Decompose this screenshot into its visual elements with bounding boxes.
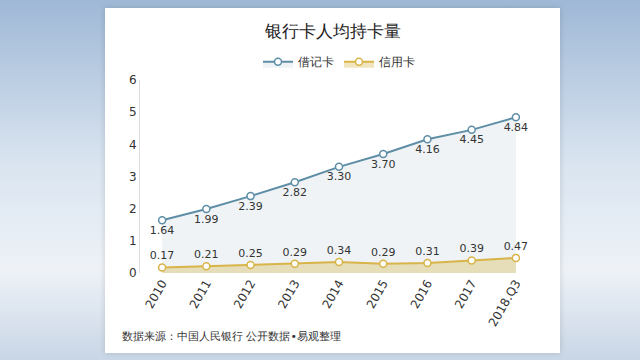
- svg-text:6: 6: [129, 73, 137, 87]
- svg-text:2016: 2016: [408, 278, 435, 311]
- svg-text:2: 2: [129, 202, 137, 216]
- svg-text:3: 3: [129, 170, 137, 184]
- svg-text:0: 0: [129, 266, 137, 280]
- svg-text:借记卡: 借记卡: [298, 55, 334, 69]
- svg-text:4.16: 4.16: [415, 143, 440, 156]
- svg-text:信用卡: 信用卡: [379, 55, 415, 69]
- svg-text:2018.Q3: 2018.Q3: [486, 278, 524, 330]
- svg-text:2012: 2012: [231, 278, 258, 311]
- svg-text:银行卡人均持卡量: 银行卡人均持卡量: [264, 21, 401, 41]
- svg-text:0.17: 0.17: [150, 249, 175, 262]
- svg-text:4.84: 4.84: [504, 121, 529, 134]
- svg-text:2.82: 2.82: [283, 186, 308, 199]
- svg-text:0.34: 0.34: [327, 244, 352, 257]
- svg-text:1.99: 1.99: [194, 213, 219, 226]
- svg-text:2.39: 2.39: [238, 200, 263, 213]
- svg-text:0.29: 0.29: [283, 246, 308, 259]
- svg-text:3.70: 3.70: [371, 158, 396, 171]
- svg-text:2013: 2013: [275, 278, 302, 311]
- svg-text:1.64: 1.64: [150, 224, 175, 237]
- svg-text:0.31: 0.31: [415, 245, 440, 258]
- svg-text:4: 4: [129, 138, 137, 152]
- svg-text:2017: 2017: [452, 278, 479, 311]
- svg-text:2014: 2014: [319, 278, 346, 311]
- svg-text:0.29: 0.29: [371, 246, 396, 259]
- svg-text:3.30: 3.30: [327, 170, 352, 183]
- svg-text:1: 1: [129, 234, 137, 248]
- svg-text:0.21: 0.21: [194, 248, 219, 261]
- svg-text:2015: 2015: [364, 278, 391, 311]
- svg-text:2011: 2011: [187, 278, 214, 311]
- svg-text:4.45: 4.45: [459, 133, 484, 146]
- svg-text:0.47: 0.47: [504, 240, 529, 253]
- svg-text:0.39: 0.39: [459, 242, 484, 255]
- svg-text:2010: 2010: [143, 278, 170, 311]
- svg-text:5: 5: [129, 105, 137, 119]
- svg-text:0.25: 0.25: [238, 247, 263, 260]
- svg-text:数据来源：中国人民银行 公开数据•易观整理: 数据来源：中国人民银行 公开数据•易观整理: [122, 330, 341, 343]
